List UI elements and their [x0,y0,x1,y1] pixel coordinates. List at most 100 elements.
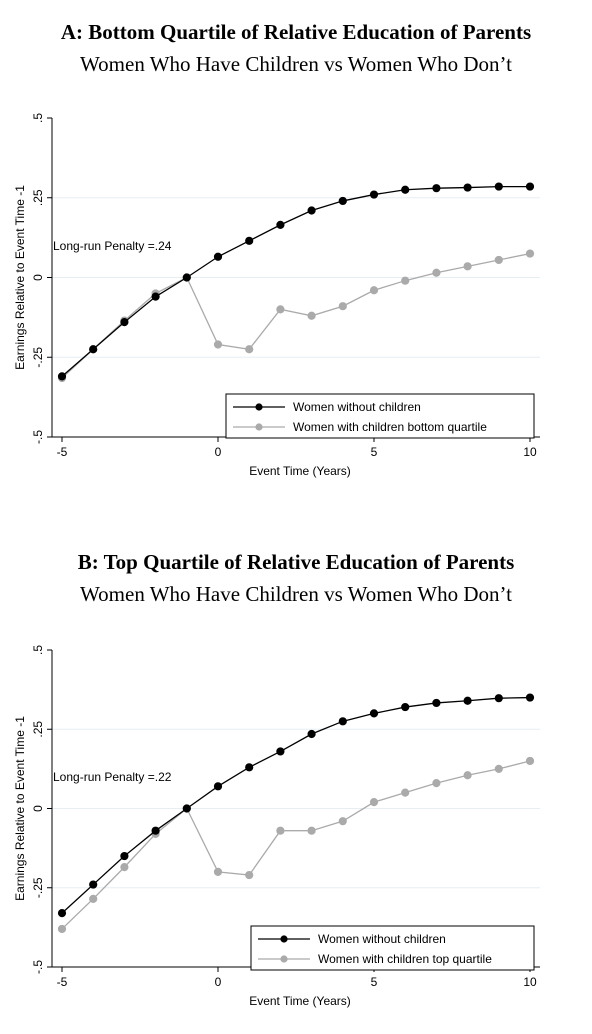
series-point [213,252,223,261]
x-tick-label: -5 [57,445,68,459]
series-line [61,185,530,377]
x-tick-label: 5 [371,975,378,989]
series-point [89,880,98,889]
series-line [61,696,531,914]
y-axis-label: Earnings Relative to Event Time -1 [13,716,27,901]
x-tick-label: 5 [371,445,378,459]
series-point [307,206,316,215]
series-point [401,276,410,285]
series-point [463,183,472,192]
legend-label: Women with children bottom quartile [293,420,487,434]
legend-marker [255,403,263,411]
y-axis-label: Earnings Relative to Event Time -1 [13,185,27,370]
x-axis-label: Event Time (Years) [249,994,351,1008]
x-tick-label: 10 [523,975,537,989]
series-point [338,302,347,311]
panel-a: A: Bottom Quartile of Relative Education… [13,20,540,478]
chart-title: B: Top Quartile of Relative Education of… [77,550,515,574]
legend-marker [255,423,263,431]
series-point [338,196,347,206]
chart-title: A: Bottom Quartile of Relative Education… [60,20,532,44]
series-point [307,729,316,739]
y-tick-label: -.5 [31,430,45,444]
legend-label: Women with children top quartile [318,952,492,966]
y-tick-label: .5 [31,113,45,123]
series-point [463,262,472,271]
series-point [369,190,379,199]
series-point [525,756,535,766]
y-tick-label: .25 [31,189,45,206]
series-point [369,286,379,295]
y-tick-label: .25 [31,721,45,738]
legend-label: Women without children [293,400,421,414]
series-point [369,798,379,807]
series-point [338,817,347,826]
line-chart-b: .5 .25 0 -.25 -.5 -5 0 5 10 Event Time (Years) Ear… [13,645,540,1008]
annotation: Long-run Penalty =.22 [53,770,172,784]
series-point [89,345,98,354]
legend-marker [280,955,288,963]
series-line [61,760,531,930]
series-point [120,863,129,872]
panel-b: B: Top Quartile of Relative Education of… [0,530,592,1030]
y-tick-label: 0 [31,805,45,812]
series-point [463,696,472,705]
series-point [120,851,129,861]
series-point [432,268,441,277]
series-point [213,340,223,349]
legend-box [250,925,535,971]
series-point [151,292,160,301]
chart-subtitle: Women Who Have Children vs Women Who Don… [80,52,512,76]
y-tick-label: -.25 [31,877,45,898]
series-point [151,826,160,835]
y-tick-label: -.25 [31,347,45,368]
series-point [245,236,254,245]
series-point [245,763,254,772]
annotation: Long-run Penalty =.24 [53,239,172,253]
x-axis-label: Event Time (Years) [249,464,351,478]
series-point [213,867,223,876]
series-point [89,894,98,903]
series-point [276,305,285,314]
series-point [307,826,316,835]
series-point [494,182,503,191]
y-tick-label: .5 [31,645,45,655]
series-point [432,184,441,193]
series-point [57,372,67,381]
series-point [525,249,535,258]
x-tick-label: 0 [215,975,222,989]
series-point [57,924,67,934]
series-point [276,220,285,229]
series-point [307,311,316,320]
series-point [276,747,285,756]
series-point [57,909,67,918]
y-tick-label: 0 [31,274,45,281]
series-point [182,804,191,813]
legend-marker [280,935,288,943]
series-point [494,694,503,703]
line-chart-a: .5 .25 0 -.25 -.5 -5 0 5 10 Event Time (Years) Ear… [13,113,540,478]
series-point [432,779,441,788]
series-point [213,782,223,791]
legend-box [225,393,535,439]
series-point [432,698,441,708]
x-tick-label: -5 [57,975,68,989]
series-point [494,764,503,773]
series-point [369,709,379,718]
series-point [463,771,472,780]
series-point [245,870,254,880]
series-point [120,318,129,327]
series-point [338,717,347,726]
chart-subtitle: Women Who Have Children vs Women Who Don… [80,582,512,606]
series-point [494,255,503,265]
x-tick-label: 0 [215,445,222,459]
series-point [276,826,285,835]
legend-label: Women without children [318,932,446,946]
series-point [525,182,535,191]
series-point [401,788,410,797]
series-line [61,252,531,379]
series-point [525,693,535,702]
y-tick-label: -.5 [31,960,45,974]
series-point [401,702,410,712]
series-point [401,185,410,194]
